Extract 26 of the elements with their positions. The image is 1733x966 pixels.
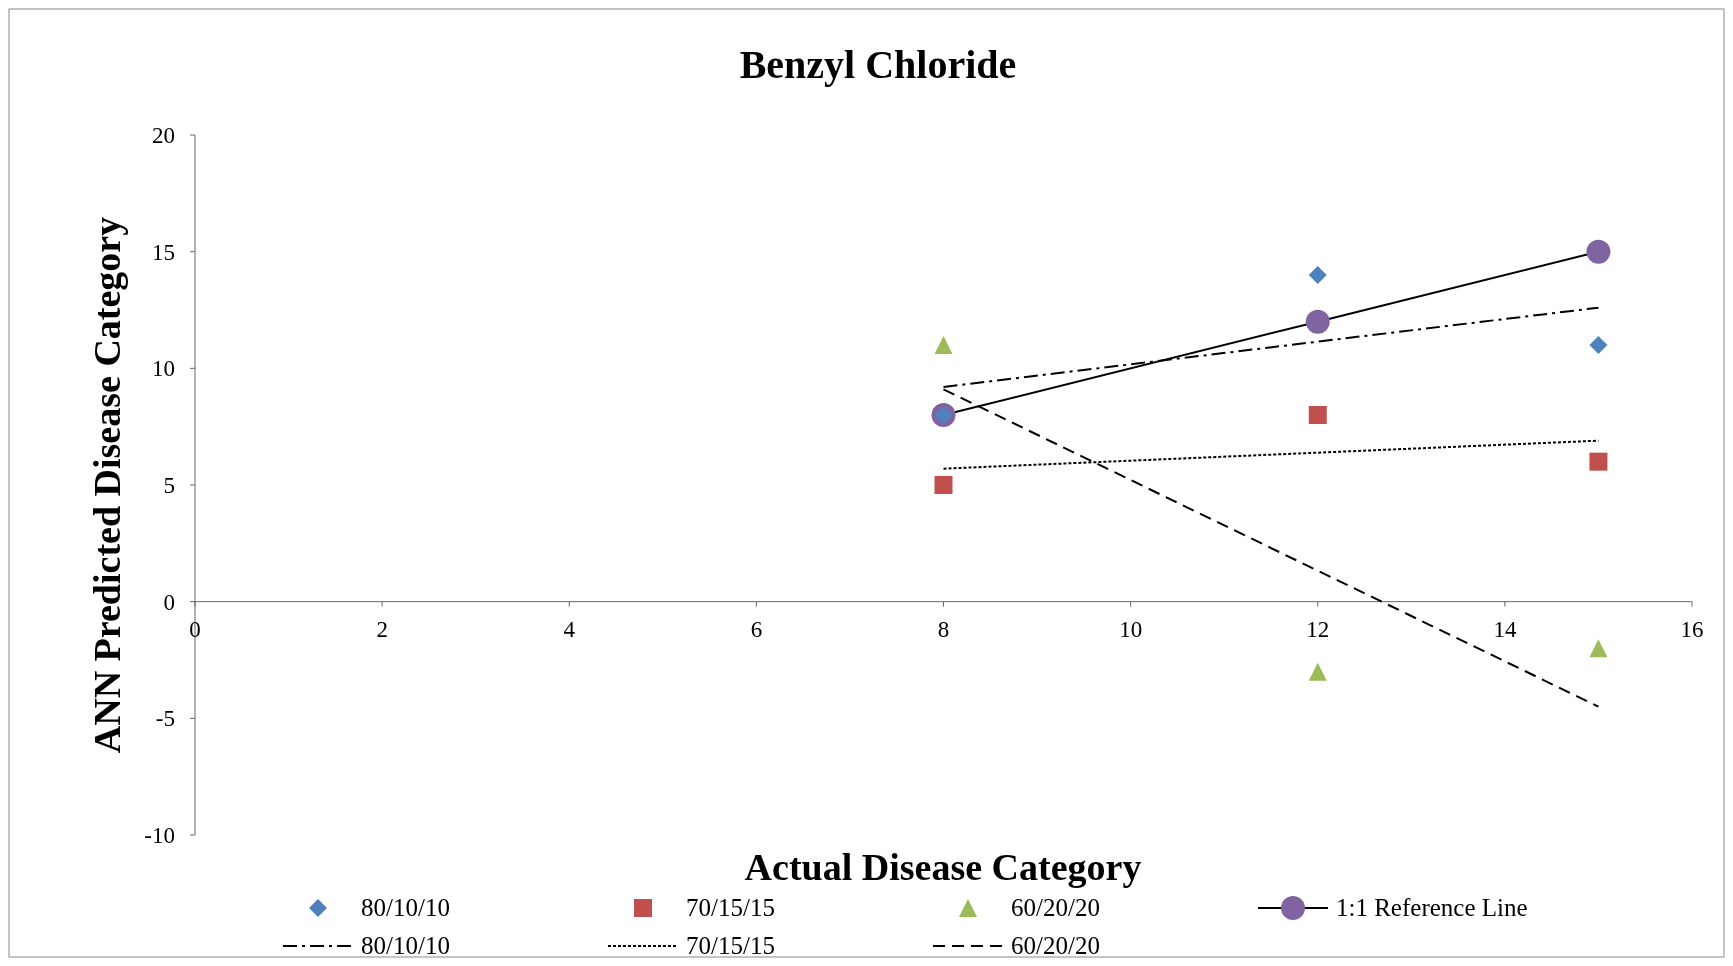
x-axis-title: Actual Disease Category: [744, 846, 1142, 888]
x-tick-label: 0: [189, 616, 201, 642]
x-tick-label: 12: [1306, 616, 1330, 642]
y-tick-label: -10: [144, 823, 175, 848]
x-tick-label: 6: [750, 616, 763, 642]
chart-title: Benzyl Chloride: [739, 42, 1017, 87]
legend-label: 60/20/20: [1011, 932, 1100, 959]
y-tick-label: 10: [152, 356, 175, 382]
x-tick-label: 8: [937, 616, 950, 642]
x-tick-label: 4: [563, 616, 576, 642]
y-tick-label: 20: [152, 123, 175, 148]
x-tick-label: 16: [1680, 616, 1704, 642]
legend-label: 80/10/10: [361, 932, 450, 959]
y-tick-label: 0: [163, 589, 175, 615]
legend-label: 70/15/15: [686, 932, 775, 959]
y-tick-label: 5: [163, 473, 175, 498]
y-axis-title: ANN Predicted Disease Category: [86, 216, 128, 754]
legend-label: 60/20/20: [1011, 894, 1100, 921]
x-tick-label: 10: [1119, 616, 1143, 642]
x-tick-label: 2: [376, 616, 388, 642]
y-tick-label: 15: [152, 239, 175, 265]
legend-label: 70/15/15: [686, 894, 775, 921]
legend-label: 1:1 Reference Line: [1336, 894, 1528, 921]
y-tick-label: -5: [155, 706, 175, 732]
x-tick-label: 14: [1493, 616, 1517, 642]
legend-label: 80/10/10: [361, 894, 450, 921]
